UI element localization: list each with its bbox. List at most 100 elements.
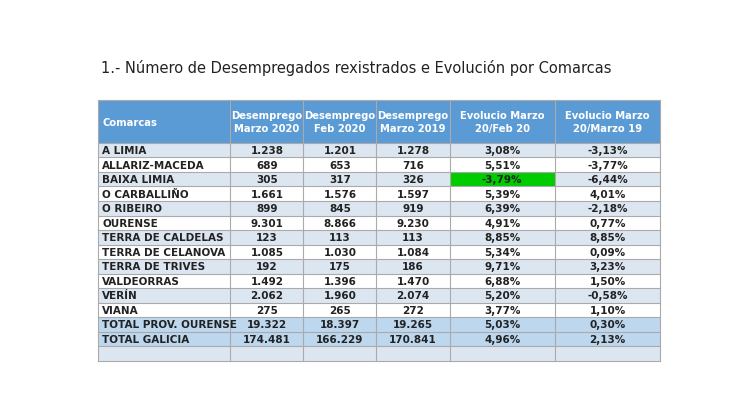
Bar bbox=[377, 202, 449, 216]
Bar bbox=[555, 158, 660, 173]
Text: TOTAL PROV. OURENSE: TOTAL PROV. OURENSE bbox=[102, 320, 237, 330]
Bar bbox=[377, 317, 449, 332]
Bar bbox=[555, 101, 660, 144]
Text: TOTAL GALICIA: TOTAL GALICIA bbox=[102, 334, 189, 344]
Text: 272: 272 bbox=[402, 305, 424, 315]
Bar bbox=[555, 245, 660, 259]
Bar bbox=[303, 288, 377, 303]
Bar bbox=[98, 231, 230, 245]
Text: OURENSE: OURENSE bbox=[102, 218, 158, 228]
Text: 265: 265 bbox=[329, 305, 351, 315]
Text: 113: 113 bbox=[402, 233, 424, 243]
Bar bbox=[555, 332, 660, 346]
Bar bbox=[303, 187, 377, 202]
Text: O CARBALLIÑO: O CARBALLIÑO bbox=[102, 189, 189, 199]
Text: Evolucio Marzo
20/Feb 20: Evolucio Marzo 20/Feb 20 bbox=[460, 111, 545, 133]
Bar bbox=[555, 231, 660, 245]
Text: -3,13%: -3,13% bbox=[588, 146, 628, 156]
Text: 19.265: 19.265 bbox=[393, 320, 433, 330]
Text: 113: 113 bbox=[329, 233, 351, 243]
Bar bbox=[555, 317, 660, 332]
Text: 1.396: 1.396 bbox=[323, 276, 357, 286]
Text: 305: 305 bbox=[256, 175, 278, 185]
Bar bbox=[98, 144, 230, 158]
Bar bbox=[98, 216, 230, 231]
Text: 899: 899 bbox=[256, 204, 278, 214]
Text: 845: 845 bbox=[329, 204, 351, 214]
Text: 0,77%: 0,77% bbox=[589, 218, 626, 228]
Bar bbox=[303, 245, 377, 259]
Bar bbox=[303, 317, 377, 332]
Text: 2,13%: 2,13% bbox=[590, 334, 626, 344]
Text: 1.085: 1.085 bbox=[250, 247, 283, 257]
Bar bbox=[377, 231, 449, 245]
Bar bbox=[230, 245, 303, 259]
Text: 9,71%: 9,71% bbox=[484, 262, 520, 272]
Bar bbox=[377, 346, 449, 361]
Bar bbox=[449, 158, 555, 173]
Bar bbox=[377, 187, 449, 202]
Bar bbox=[449, 346, 555, 361]
Bar bbox=[449, 274, 555, 288]
Bar bbox=[303, 173, 377, 187]
Text: 317: 317 bbox=[329, 175, 351, 185]
Text: 8,85%: 8,85% bbox=[484, 233, 520, 243]
Bar bbox=[303, 202, 377, 216]
Bar bbox=[449, 317, 555, 332]
Bar bbox=[449, 303, 555, 317]
Bar bbox=[377, 158, 449, 173]
Text: 3,77%: 3,77% bbox=[484, 305, 520, 315]
Text: 6,39%: 6,39% bbox=[484, 204, 520, 214]
Text: 1.238: 1.238 bbox=[250, 146, 283, 156]
Text: 919: 919 bbox=[403, 204, 424, 214]
Bar bbox=[303, 144, 377, 158]
Bar bbox=[230, 216, 303, 231]
Text: 170.841: 170.841 bbox=[389, 334, 437, 344]
Bar bbox=[555, 274, 660, 288]
Bar bbox=[230, 202, 303, 216]
Bar bbox=[303, 274, 377, 288]
Text: 4,01%: 4,01% bbox=[589, 189, 626, 199]
Bar bbox=[230, 259, 303, 274]
Bar bbox=[303, 101, 377, 144]
Bar bbox=[230, 231, 303, 245]
Bar bbox=[98, 288, 230, 303]
Bar bbox=[98, 173, 230, 187]
Text: -6,44%: -6,44% bbox=[588, 175, 628, 185]
Text: Desemprego
Marzo 2019: Desemprego Marzo 2019 bbox=[377, 111, 448, 133]
Bar bbox=[98, 332, 230, 346]
Bar bbox=[377, 101, 449, 144]
Text: VIANA: VIANA bbox=[102, 305, 139, 315]
Bar bbox=[449, 144, 555, 158]
Bar bbox=[555, 303, 660, 317]
Bar bbox=[303, 231, 377, 245]
Bar bbox=[555, 202, 660, 216]
Text: VALDEORRAS: VALDEORRAS bbox=[102, 276, 180, 286]
Text: -3,77%: -3,77% bbox=[588, 160, 628, 170]
Bar bbox=[449, 245, 555, 259]
Bar bbox=[230, 173, 303, 187]
Text: Comarcas: Comarcas bbox=[102, 117, 157, 127]
Bar bbox=[555, 216, 660, 231]
Bar bbox=[303, 346, 377, 361]
Text: Evolucio Marzo
20/Marzo 19: Evolucio Marzo 20/Marzo 19 bbox=[565, 111, 650, 133]
Text: 5,34%: 5,34% bbox=[484, 247, 520, 257]
Text: 653: 653 bbox=[329, 160, 351, 170]
Text: 1.576: 1.576 bbox=[323, 189, 357, 199]
Text: 18.397: 18.397 bbox=[320, 320, 360, 330]
Bar bbox=[449, 231, 555, 245]
Bar bbox=[230, 288, 303, 303]
Bar bbox=[377, 245, 449, 259]
Bar bbox=[98, 259, 230, 274]
Text: 19.322: 19.322 bbox=[246, 320, 287, 330]
Text: 716: 716 bbox=[402, 160, 424, 170]
Bar bbox=[230, 101, 303, 144]
Text: 275: 275 bbox=[256, 305, 278, 315]
Text: 123: 123 bbox=[256, 233, 278, 243]
Bar bbox=[303, 332, 377, 346]
Bar bbox=[98, 158, 230, 173]
Bar bbox=[449, 288, 555, 303]
Bar bbox=[555, 187, 660, 202]
Bar bbox=[449, 216, 555, 231]
Bar bbox=[377, 216, 449, 231]
